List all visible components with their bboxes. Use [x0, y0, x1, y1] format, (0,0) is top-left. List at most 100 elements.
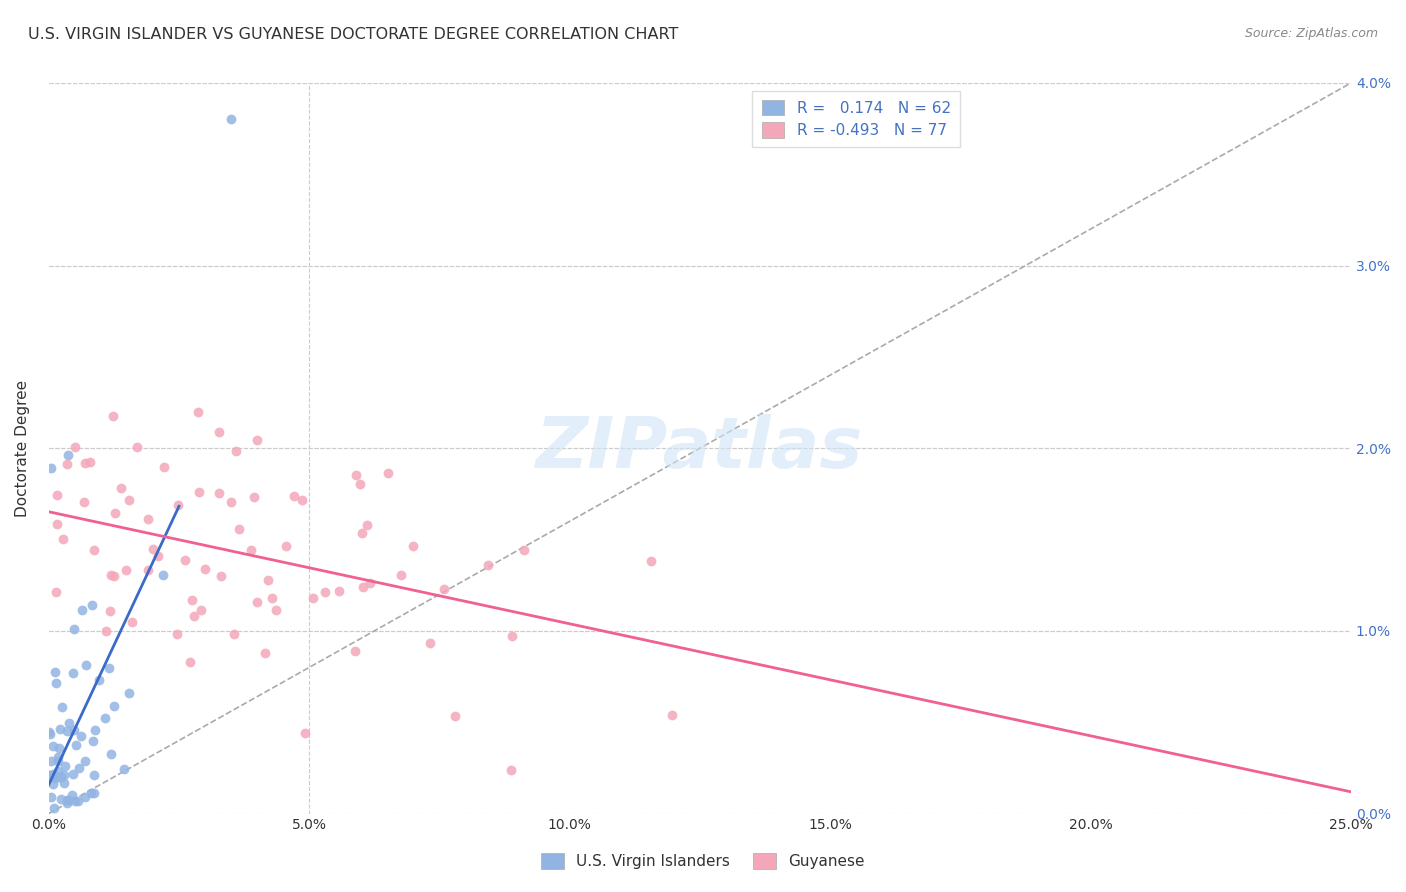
Point — [121, 615, 143, 629]
Point — [49, 770, 72, 784]
Point — [190, 602, 212, 616]
Point — [513, 542, 536, 557]
Point — [402, 539, 425, 553]
Point — [45, 488, 67, 502]
Point — [166, 498, 188, 512]
Legend: R =   0.174   N = 62, R = -0.493   N = 77: R = 0.174 N = 62, R = -0.493 N = 77 — [752, 91, 960, 147]
Point — [110, 481, 132, 495]
Point — [419, 635, 441, 649]
Point — [52, 776, 75, 790]
Point — [83, 542, 105, 557]
Point — [82, 734, 104, 748]
Point — [174, 552, 197, 566]
Point — [344, 468, 367, 483]
Point — [42, 801, 65, 815]
Point — [39, 789, 62, 804]
Point — [389, 568, 412, 582]
Point — [63, 622, 86, 636]
Point — [302, 591, 325, 606]
Point — [291, 493, 314, 508]
Point — [62, 766, 84, 780]
Point — [80, 785, 103, 799]
Point — [51, 699, 73, 714]
Point — [349, 477, 371, 491]
Point — [73, 754, 96, 768]
Point — [112, 762, 135, 776]
Point — [187, 485, 209, 500]
Point — [207, 486, 229, 500]
Point — [246, 595, 269, 609]
Point — [181, 593, 204, 607]
Point — [219, 494, 242, 508]
Point — [501, 629, 523, 643]
Point — [344, 644, 367, 658]
Point — [46, 764, 69, 778]
Point — [89, 673, 111, 687]
Point — [266, 603, 288, 617]
Point — [98, 604, 121, 618]
Point — [62, 788, 84, 802]
Point — [58, 793, 80, 807]
Point — [243, 490, 266, 504]
Point — [101, 409, 124, 424]
Point — [444, 709, 467, 723]
Point — [194, 562, 217, 576]
Point — [75, 657, 97, 672]
Point — [56, 457, 79, 471]
Point — [222, 626, 245, 640]
Point — [58, 716, 80, 731]
Point — [56, 448, 79, 462]
Point — [83, 723, 105, 738]
Point — [38, 767, 60, 781]
Point — [103, 569, 125, 583]
Point — [136, 512, 159, 526]
Point — [356, 518, 378, 533]
Point — [48, 771, 70, 785]
Point — [82, 598, 104, 612]
Point — [103, 698, 125, 713]
Point — [75, 456, 97, 470]
Point — [262, 591, 284, 605]
Point — [53, 759, 76, 773]
Point — [63, 794, 86, 808]
Point — [41, 771, 63, 785]
Point — [104, 506, 127, 520]
Point — [51, 791, 73, 805]
Point — [148, 549, 170, 563]
Point — [352, 525, 374, 540]
Point — [183, 609, 205, 624]
Point — [640, 554, 662, 568]
Text: Source: ZipAtlas.com: Source: ZipAtlas.com — [1244, 27, 1378, 40]
Point — [67, 761, 90, 775]
Point — [207, 425, 229, 439]
Point — [45, 676, 67, 690]
Point — [294, 726, 316, 740]
Point — [62, 666, 84, 681]
Point — [83, 768, 105, 782]
Point — [187, 405, 209, 419]
Point — [49, 722, 72, 736]
Point — [39, 755, 62, 769]
Point — [79, 455, 101, 469]
Point — [39, 727, 62, 741]
Point — [100, 567, 122, 582]
Point — [125, 440, 148, 454]
Point — [274, 539, 297, 553]
Point — [83, 786, 105, 800]
Point — [166, 626, 188, 640]
Point — [62, 723, 84, 738]
Point — [115, 563, 138, 577]
Point — [100, 747, 122, 761]
Point — [118, 492, 141, 507]
Text: ZIPatlas: ZIPatlas — [536, 414, 863, 483]
Point — [254, 646, 277, 660]
Point — [45, 517, 67, 532]
Point — [152, 568, 174, 582]
Point — [246, 434, 269, 448]
Legend: U.S. Virgin Islanders, Guyanese: U.S. Virgin Islanders, Guyanese — [536, 847, 870, 875]
Text: U.S. VIRGIN ISLANDER VS GUYANESE DOCTORATE DEGREE CORRELATION CHART: U.S. VIRGIN ISLANDER VS GUYANESE DOCTORA… — [28, 27, 679, 42]
Point — [42, 777, 65, 791]
Point — [359, 576, 381, 591]
Point — [283, 490, 305, 504]
Point — [94, 711, 117, 725]
